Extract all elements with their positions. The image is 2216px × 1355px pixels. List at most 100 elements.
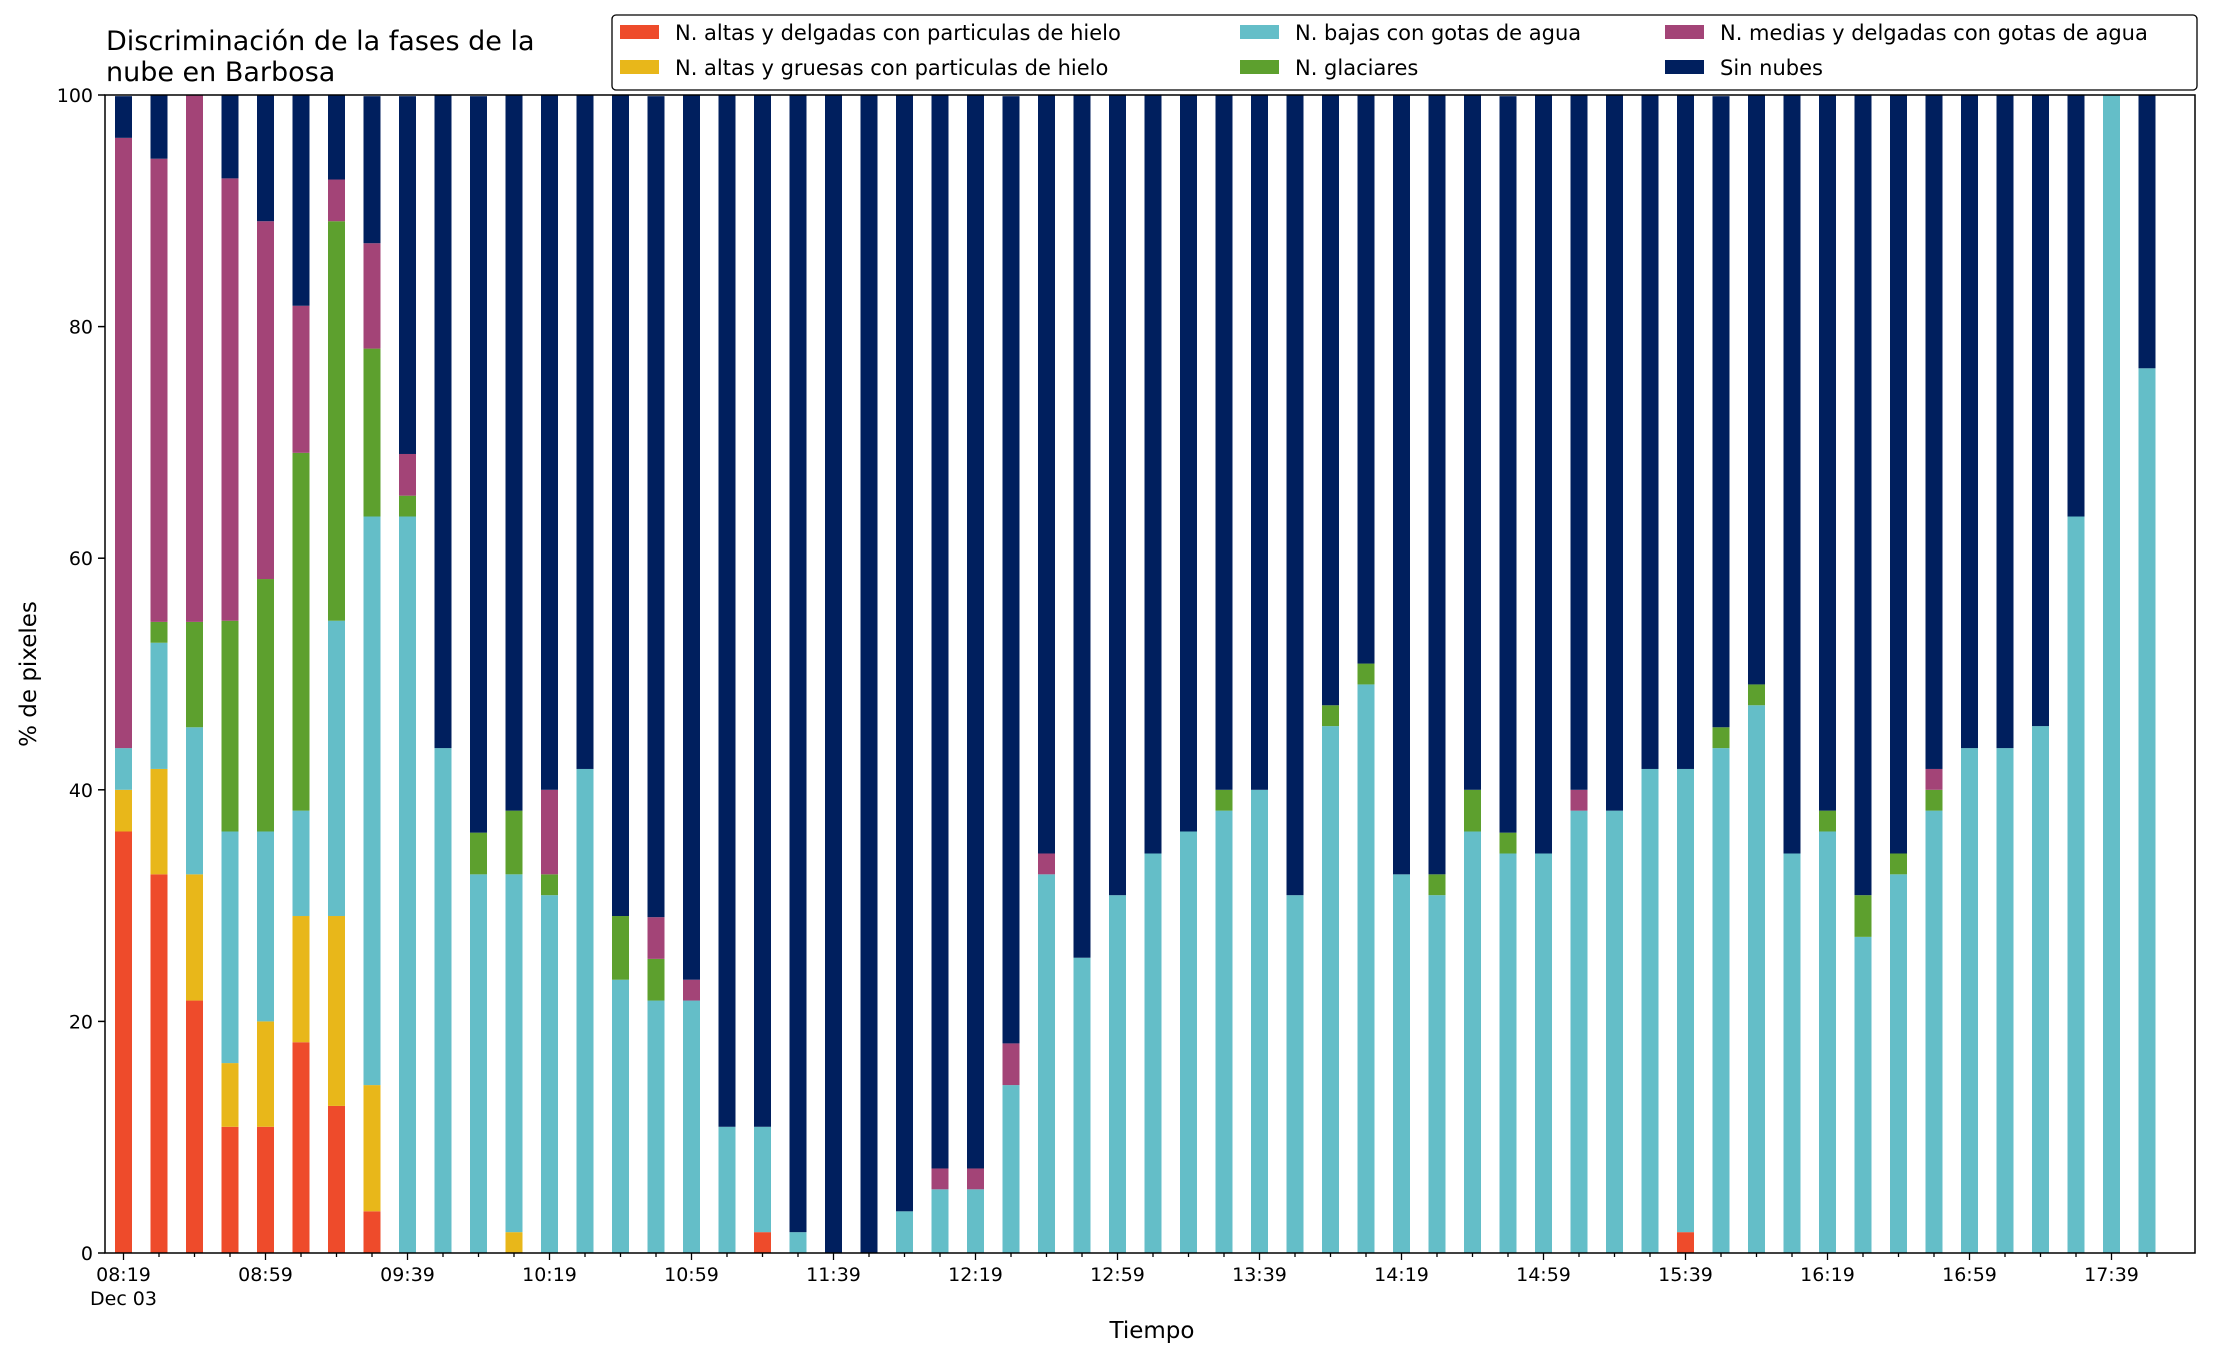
bar-segment-25-2 — [1002, 1085, 1020, 1253]
bar-segment-2-3 — [186, 621, 203, 728]
bar-segment-23-5 — [931, 95, 949, 1169]
bar-segment-16-5 — [683, 95, 700, 980]
bar-segment-8-3 — [399, 495, 416, 517]
bar-segment-6-1 — [328, 916, 345, 1106]
legend-swatch — [620, 25, 659, 39]
bar-segment-44-2 — [1677, 768, 1694, 1233]
bar-segment-35-3 — [1357, 663, 1375, 685]
x-tick-label: 08:59 — [238, 1264, 293, 1286]
x-tick-label: 11:39 — [806, 1264, 861, 1286]
bar-segment-27-2 — [1073, 957, 1091, 1253]
bar-segment-4-5 — [257, 95, 274, 222]
bar-segment-6-5 — [328, 95, 345, 180]
legend-swatch — [1665, 60, 1704, 74]
bar-segment-12-5 — [541, 95, 558, 790]
bar-segment-34-2 — [1322, 726, 1339, 1253]
x-tick-label: 14:19 — [1374, 1264, 1429, 1286]
bar-segment-9-2 — [434, 748, 452, 1253]
bar-segment-25-4 — [1002, 1043, 1020, 1086]
bar-segment-37-2 — [1428, 895, 1446, 1253]
bar-segment-19-2 — [789, 1232, 807, 1253]
bar-segment-34-3 — [1322, 705, 1339, 727]
x-tick-label: 17:39 — [2084, 1264, 2139, 1286]
bar-segment-5-1 — [292, 916, 310, 1043]
bar-segment-28-5 — [1109, 95, 1126, 896]
bar-segment-25-5 — [1002, 96, 1020, 1044]
bar-segment-48-2 — [1819, 831, 1836, 1253]
bar-segment-4-4 — [257, 221, 274, 580]
legend-swatch — [620, 60, 659, 74]
bar-segment-44-0 — [1677, 1232, 1694, 1253]
bar-segment-34-5 — [1322, 95, 1339, 706]
bar-segment-3-4 — [221, 178, 239, 621]
y-axis-ticks: 0 20 40 60 80 100 — [57, 85, 105, 1265]
bar-segment-46-5 — [1748, 95, 1765, 685]
bar-segment-7-1 — [363, 1085, 381, 1212]
x-axis-label: Tiempo — [1109, 1318, 1195, 1344]
bar-segment-29-2 — [1144, 853, 1162, 1253]
bar-segment-13-2 — [576, 768, 594, 1253]
bar-segment-31-5 — [1215, 95, 1233, 790]
bar-segment-0-1 — [115, 789, 132, 832]
x-tick-label: 14:59 — [1516, 1264, 1571, 1286]
bar-segment-24-4 — [967, 1168, 984, 1190]
bar-segment-2-1 — [186, 874, 203, 1001]
bar-segment-51-4 — [1925, 768, 1943, 790]
bar-segment-0-2 — [115, 748, 132, 790]
bar-segment-50-3 — [1890, 853, 1907, 875]
bar-segment-45-5 — [1712, 96, 1730, 728]
y-tick-label: 20 — [69, 1011, 93, 1033]
bar-segment-52-2 — [1961, 748, 1978, 1253]
legend-label: N. bajas con gotas de agua — [1295, 21, 1581, 45]
bar-segment-42-2 — [1606, 810, 1623, 1253]
bar-segment-10-2 — [470, 874, 487, 1253]
bar-segment-38-2 — [1464, 831, 1481, 1253]
x-tick-label: 12:19 — [948, 1264, 1003, 1286]
bar-segment-5-2 — [292, 810, 310, 917]
bar-segment-6-3 — [328, 221, 345, 621]
bar-segment-30-5 — [1180, 95, 1197, 832]
bar-segment-32-5 — [1251, 95, 1268, 790]
x-tick-label: 13:39 — [1232, 1264, 1287, 1286]
bar-segment-12-4 — [541, 789, 558, 875]
bar-segment-15-5 — [647, 96, 665, 918]
bar-segment-14-2 — [612, 979, 629, 1253]
bar-segment-55-2 — [2067, 516, 2085, 1253]
bar-segment-16-2 — [683, 1000, 700, 1253]
bar-segment-38-5 — [1464, 95, 1481, 790]
bar-segment-31-3 — [1215, 789, 1233, 811]
bar-segment-17-2 — [718, 1126, 736, 1253]
bar-segment-8-2 — [399, 516, 416, 1253]
bar-segment-7-5 — [363, 96, 381, 244]
y-tick-label: 60 — [69, 548, 93, 570]
x-axis-ticks: 08:19 Dec 03 08:59 09:39 10:19 10:59 11:39 12:1… — [90, 1253, 2148, 1310]
bar-segment-24-5 — [967, 95, 984, 1169]
bar-segment-11-1 — [505, 1232, 523, 1253]
legend-swatch — [1240, 25, 1279, 39]
bar-segment-39-3 — [1499, 832, 1517, 854]
x-tick-label: 09:39 — [380, 1264, 435, 1286]
x-tick-label: 10:19 — [522, 1264, 577, 1286]
bar-segment-20-5 — [825, 95, 842, 1253]
bar-segment-15-3 — [647, 958, 665, 1001]
bar-segment-2-4 — [186, 95, 203, 622]
bar-segment-22-2 — [896, 1211, 913, 1253]
bar-segment-8-4 — [399, 453, 416, 496]
bar-segment-51-5 — [1925, 95, 1943, 769]
bar-segment-18-2 — [754, 1126, 771, 1233]
bar-segment-7-4 — [363, 243, 381, 349]
bar-segment-46-3 — [1748, 684, 1765, 706]
bar-segment-3-5 — [221, 95, 239, 179]
bar-segment-1-2 — [150, 642, 168, 769]
bar-segment-31-2 — [1215, 810, 1233, 1253]
bar-segment-3-1 — [221, 1063, 239, 1127]
bar-segment-50-2 — [1890, 874, 1907, 1253]
bar-segment-4-3 — [257, 579, 274, 832]
bar-segment-7-2 — [363, 516, 381, 1086]
bar-segment-9-5 — [434, 95, 452, 749]
bar-segment-35-2 — [1357, 684, 1375, 1253]
bar-segment-16-4 — [683, 979, 700, 1001]
bar-segment-11-5 — [505, 95, 523, 811]
bar-segment-26-2 — [1038, 874, 1055, 1253]
bar-segment-0-4 — [115, 137, 132, 749]
